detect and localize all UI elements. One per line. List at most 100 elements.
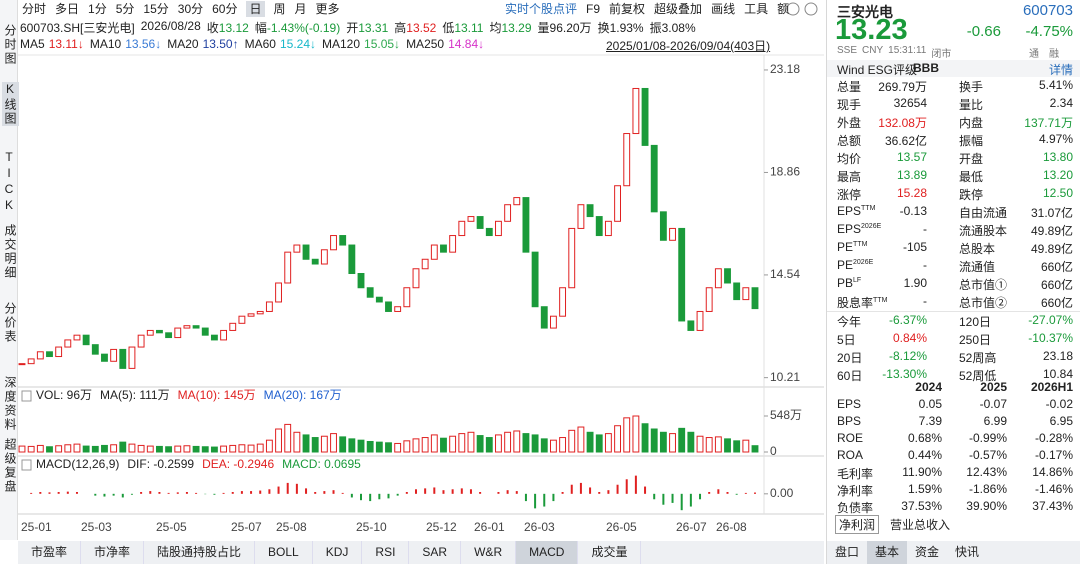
stat-value: 13.57 [896, 150, 927, 164]
period-tab[interactable]: 日 [246, 1, 265, 17]
indicator-tab[interactable]: SAR [409, 541, 462, 564]
side-tab[interactable]: K线图 [2, 82, 19, 126]
stat-label-sup: TTM [861, 205, 876, 212]
stat-label-sup: LF [853, 277, 862, 284]
period-tab[interactable]: 月 [294, 2, 307, 16]
ma-item: MA5 13.11↓ [20, 37, 84, 51]
help-icon[interactable] [21, 390, 32, 402]
volume-bar [110, 444, 118, 453]
period-tab[interactable]: 分时 [22, 2, 47, 16]
candle [366, 287, 374, 298]
stat-value: - [923, 258, 927, 272]
fin-value: 1.59% [907, 482, 942, 496]
volume-bar [440, 437, 447, 453]
indicator-tabs: 市盈率 市净率 陆股通持股占比 BOLL KDJ RSI SAR W&R MACD 成交量 [18, 541, 824, 564]
stat-value: -0.13 [899, 204, 927, 218]
detail-link[interactable]: 详情 [1048, 63, 1073, 77]
volume-bar [595, 434, 603, 453]
volume-bar [614, 425, 621, 453]
chart-tab[interactable]: 营业总收入 [890, 518, 951, 532]
candle [73, 334, 81, 341]
period-tab[interactable]: 5分 [115, 2, 135, 16]
side-tab[interactable]: 深度资料 [3, 376, 17, 432]
volume-bar [696, 435, 704, 453]
period-tab[interactable]: 60分 [212, 2, 238, 16]
stat-value: -10.37% [1028, 331, 1073, 345]
volume-bar [73, 443, 81, 453]
stat-value: 32654 [893, 96, 927, 110]
candle [714, 268, 722, 289]
stat-label-text: 52周低 [959, 369, 997, 383]
x-tick-label: 25-07 [231, 520, 262, 534]
stat-value: -105 [902, 240, 927, 254]
indicator-tab[interactable]: 成交量 [578, 541, 642, 564]
period-tab[interactable]: 多日 [55, 2, 80, 16]
candle [293, 244, 301, 253]
indicator-tab[interactable]: BOLL [255, 541, 313, 564]
date-range[interactable]: 2025/01/08-2026/09/04(403日) [606, 39, 771, 53]
period-tab[interactable]: 15分 [143, 2, 169, 16]
tool-button[interactable]: F9 [586, 2, 601, 16]
indicator-tab[interactable]: MACD [516, 541, 579, 564]
side-tab[interactable]: 分时图 [3, 24, 17, 66]
panel-tab[interactable]: 盘口 [835, 545, 860, 559]
candle [669, 227, 676, 241]
tool-button[interactable]: 超级叠加 [654, 2, 703, 16]
stat-label-text: 现手 [837, 98, 862, 112]
stock-code: 600703 [1022, 2, 1073, 19]
period-tab[interactable]: 更多 [315, 2, 340, 16]
candle [146, 329, 154, 336]
quote-value: 13.11 [454, 21, 484, 35]
stat-label-text: EPS [837, 204, 862, 218]
side-tab[interactable]: 超级复盘 [3, 438, 17, 494]
period-tab[interactable]: 30分 [177, 2, 204, 16]
zoom-in-icon[interactable] [804, 2, 818, 16]
indicator-tab[interactable]: 市盈率 [18, 541, 82, 564]
period-tab[interactable]: 周 [273, 2, 286, 16]
indicator-tab[interactable]: RSI [362, 541, 410, 564]
volume-bar [27, 445, 35, 453]
help-icon[interactable] [21, 459, 32, 471]
tool-button[interactable]: 画线 [711, 2, 736, 16]
indicator-tab[interactable]: 市净率 [81, 541, 145, 564]
indicator-tab[interactable]: KDJ [313, 541, 363, 564]
indicator-value: MACD(12,26,9) [36, 457, 119, 471]
period-tab[interactable]: 1分 [88, 2, 107, 16]
fin-column: 2025 [980, 380, 1007, 394]
chart-tab[interactable]: 净利润 [835, 515, 880, 534]
candle [311, 258, 319, 265]
zoom-out-icon[interactable] [786, 2, 800, 16]
fin-value: 39.90% [966, 499, 1007, 513]
side-tab[interactable]: 成交明细 [3, 224, 17, 280]
stat-label-text: PE [837, 240, 854, 254]
panel-tab[interactable]: 基本 [867, 541, 908, 564]
stat-label: EPS2026E [837, 222, 881, 236]
side-tab[interactable]: TICK [2, 150, 16, 214]
ma-item: MA120 15.05↓ [322, 37, 400, 51]
indicator-tab[interactable]: W&R [461, 541, 517, 564]
volume-bar [55, 445, 63, 453]
tool-button[interactable]: 额 [777, 2, 790, 16]
candle [687, 320, 695, 331]
indicator-tab[interactable]: 陆股通持股占比 [144, 541, 256, 564]
candle [559, 287, 567, 317]
ma-label: MA250 [406, 37, 445, 51]
fin-value: -0.02 [1045, 397, 1073, 411]
tool-button[interactable]: 实时个股点评 [505, 2, 578, 16]
tool-button[interactable]: 前复权 [609, 2, 646, 16]
tool-button[interactable]: 工具 [744, 2, 769, 16]
ma-label: MA5 [20, 37, 45, 51]
volume-bar [64, 444, 72, 453]
panel-tab[interactable]: 资金 [915, 545, 940, 559]
panel-tab[interactable]: 快讯 [955, 545, 980, 559]
volume-bar [348, 438, 356, 453]
fin-value: 6.99 [983, 414, 1007, 428]
stat-label: 最高 [837, 168, 861, 185]
volume-bar [559, 437, 567, 453]
volume-bar [375, 441, 383, 453]
stat-value: 10.84 [1042, 367, 1073, 381]
quote-item: 收13.12 [207, 19, 249, 36]
volume-bar [330, 433, 337, 453]
quote-item: 幅-1.43%(-0.19) [255, 19, 340, 36]
side-tab[interactable]: 分价表 [3, 302, 17, 344]
